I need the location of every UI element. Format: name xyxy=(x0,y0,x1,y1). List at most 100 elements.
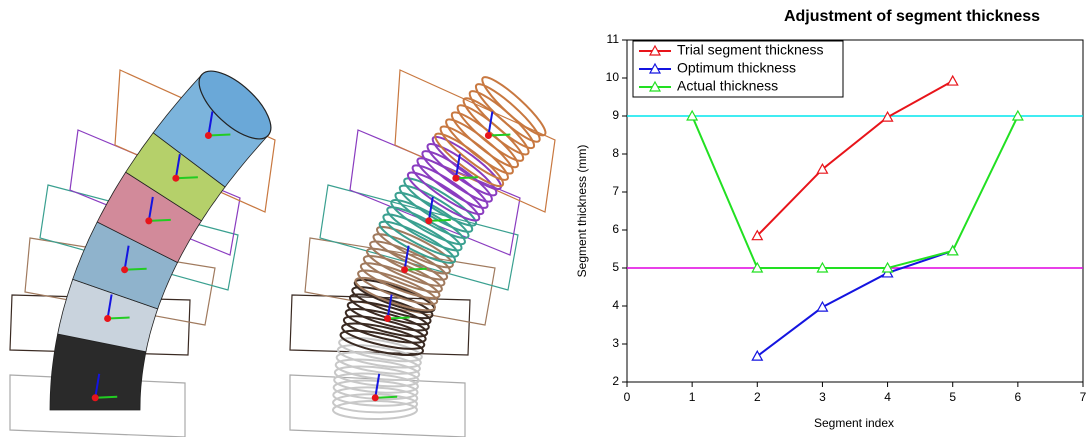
axis-arrow xyxy=(488,133,511,137)
series-line xyxy=(756,80,954,237)
series-line xyxy=(691,115,1019,269)
axis-arrow xyxy=(95,395,118,399)
data-point xyxy=(751,349,764,361)
coil-turn xyxy=(434,132,505,188)
data-point xyxy=(686,109,699,121)
coil-turn xyxy=(378,220,457,264)
axis-arrow xyxy=(404,267,427,271)
axis-arrow xyxy=(428,218,451,222)
axis-arrow xyxy=(148,218,171,222)
legend-marker xyxy=(648,44,662,56)
y-tick-label: 6 xyxy=(612,222,619,236)
x-tick-label: 3 xyxy=(819,390,826,404)
tube-end xyxy=(198,70,272,140)
axis-origin xyxy=(121,266,129,274)
axis-arrow xyxy=(207,111,214,136)
x-tick-label: 0 xyxy=(624,390,631,404)
axis-arrow xyxy=(123,245,130,270)
y-tick-label: 9 xyxy=(612,108,619,122)
coil-turn xyxy=(338,336,423,363)
axis-origin xyxy=(452,174,460,182)
plane xyxy=(349,129,521,256)
legend-marker xyxy=(648,62,662,74)
coil-turn xyxy=(390,199,466,246)
axis-arrow xyxy=(455,176,478,180)
coil-turn xyxy=(481,76,547,137)
axis-origin xyxy=(204,132,212,139)
coil-turn xyxy=(336,344,422,369)
data-point xyxy=(881,110,894,122)
axis-origin xyxy=(91,394,99,402)
data-point xyxy=(751,229,764,241)
plane xyxy=(319,184,519,291)
legend-label: Optimum thickness xyxy=(677,60,796,76)
axis-arrow xyxy=(487,111,494,136)
coil-turn xyxy=(474,83,541,143)
axis-arrow xyxy=(175,176,198,180)
coil-turn xyxy=(406,171,481,222)
y-tick-label: 3 xyxy=(612,336,619,350)
axis-origin xyxy=(145,217,153,225)
y-tick-label: 10 xyxy=(606,70,620,84)
axis-arrow xyxy=(106,294,113,319)
axis-origin xyxy=(371,394,379,402)
legend-label: Trial segment thickness xyxy=(677,42,824,58)
data-point xyxy=(881,261,894,273)
axis-arrow xyxy=(174,154,181,179)
coil-turn xyxy=(334,358,421,382)
axis-origin xyxy=(384,315,392,322)
data-point xyxy=(946,74,959,86)
plane xyxy=(394,69,556,213)
axis-arrow xyxy=(387,316,410,320)
legend-marker xyxy=(648,80,662,92)
axis-origin xyxy=(401,266,409,274)
chart: Adjustment of segment thickness Segment … xyxy=(575,8,1086,430)
axis-arrow xyxy=(375,395,398,399)
coil-turn xyxy=(335,351,421,375)
coil-turn xyxy=(421,150,493,203)
y-tick-label: 4 xyxy=(612,298,619,312)
axis-arrow xyxy=(208,133,231,137)
x-tick-label: 5 xyxy=(949,390,956,404)
data-point xyxy=(751,261,764,273)
coil-turn xyxy=(354,276,436,312)
illustrations xyxy=(9,69,556,437)
axis-origin xyxy=(484,132,492,139)
axis-arrow xyxy=(454,154,461,179)
data-point xyxy=(816,261,829,273)
axis-arrow xyxy=(403,245,410,270)
x-tick-label: 4 xyxy=(884,390,891,404)
plane xyxy=(289,294,471,356)
axis-arrow xyxy=(427,196,434,222)
x-tick-label: 2 xyxy=(754,390,761,404)
y-tick-label: 11 xyxy=(607,32,620,46)
coil-turn xyxy=(333,365,420,388)
axis-arrow xyxy=(374,373,381,398)
axis-origin xyxy=(425,217,433,225)
axis-arrow xyxy=(386,294,393,319)
data-point xyxy=(946,244,959,256)
coil-turn xyxy=(403,177,478,227)
coil-turn xyxy=(431,135,502,191)
y-tick-label: 5 xyxy=(612,260,619,274)
axis-arrow xyxy=(94,373,101,398)
coil-turn xyxy=(398,184,474,233)
coil-turn xyxy=(332,386,419,407)
x-tick-label: 1 xyxy=(689,390,696,404)
chart-title: Adjustment of segment thickness xyxy=(784,8,1040,25)
coil-turn xyxy=(376,225,454,269)
axis-arrow xyxy=(107,316,130,320)
coil-turn xyxy=(346,300,430,332)
legend-label: Actual thickness xyxy=(677,78,778,94)
coil-turn xyxy=(382,213,460,258)
data-point xyxy=(816,162,829,174)
data-point xyxy=(1011,109,1024,121)
axis-arrow xyxy=(124,267,147,271)
coil-turn xyxy=(339,329,424,357)
coil-turn xyxy=(357,269,439,306)
coil-turn xyxy=(341,322,426,350)
x-axis-label: Segment index xyxy=(814,416,894,430)
x-tick-label: 6 xyxy=(1015,390,1022,404)
y-tick-label: 2 xyxy=(612,374,619,388)
